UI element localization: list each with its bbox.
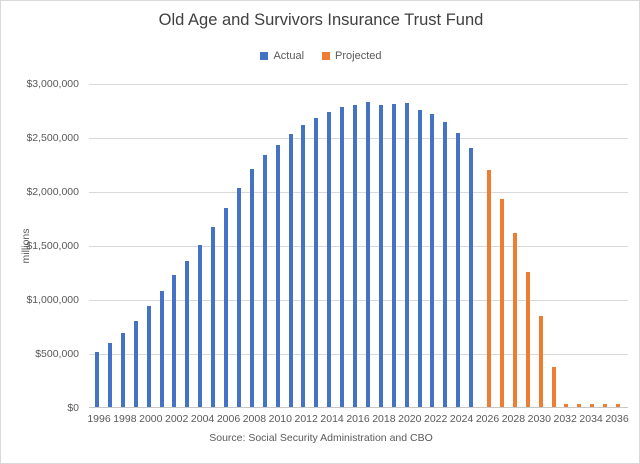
legend-item-projected: Projected [322,50,382,62]
x-tick-label: 2032 [553,413,577,425]
x-tick-label: 2012 [294,413,318,425]
x-tick-label: 2000 [139,413,163,425]
y-tick-label: $2,500,000 [26,132,79,144]
y-tick-label: $1,500,000 [26,240,79,252]
gridline [89,83,628,85]
actual-bar-2021 [417,109,422,407]
actual-bar-2011 [288,134,293,407]
x-tick-label: 2022 [424,413,448,425]
projected-bar-2034 [590,403,595,407]
actual-bar-2024 [456,132,461,407]
x-tick-label: 2004 [190,413,215,425]
projected-bar-2028 [512,232,517,407]
actual-bar-2000 [146,306,151,407]
y-tick-label: $3,000,000 [26,78,79,90]
projected-bar-2029 [525,272,530,407]
y-tick-label: $1,000,000 [26,294,79,306]
actual-bar-2010 [275,144,280,407]
actual-bar-2003 [185,260,190,407]
gridline [89,353,628,355]
x-tick-label: 2008 [242,413,267,425]
actual-bar-2014 [327,112,332,407]
legend: Actual Projected [1,50,640,62]
projected-series-swatch-icon [322,52,331,60]
x-tick-label: 2024 [449,413,474,425]
actual-bar-2001 [159,291,164,407]
actual-bar-2004 [198,244,203,407]
actual-bar-1999 [133,320,138,407]
x-tick-label: 2028 [501,413,526,425]
chart-title: Old Age and Survivors Insurance Trust Fu… [158,11,484,29]
x-tick-label: 2026 [475,413,500,425]
projected-bar-2033 [577,403,582,407]
projected-bar-2027 [499,198,504,407]
actual-bar-2016 [353,104,357,407]
actual-bar-2023 [443,121,448,407]
x-tick-label: 2020 [398,413,422,425]
legend-item-actual: Actual [260,50,304,62]
gridline [89,137,628,139]
source-note: Source: Social Security Administration a… [209,432,433,444]
projected-bar-2030 [538,316,543,407]
plot-area [89,83,628,408]
projected-bar-2026 [487,170,491,407]
projected-bar-2035 [603,403,608,407]
y-tick-label: $0 [67,402,79,414]
x-tick-label: 2010 [268,413,292,425]
x-tick-label: 2014 [320,413,344,425]
gridline [89,191,628,193]
actual-bar-2007 [236,188,241,407]
actual-bar-2015 [340,106,345,407]
actual-bar-1996 [95,351,99,407]
x-tick-label: 2018 [372,413,396,425]
projected-bar-2031 [551,367,556,407]
gridline [89,299,628,301]
actual-bar-2025 [469,147,474,407]
actual-bar-2022 [430,114,435,407]
actual-bar-1997 [107,343,112,407]
actual-bar-2002 [172,275,177,407]
actual-bar-1998 [120,333,125,407]
actual-bar-2006 [224,207,228,407]
actual-bar-2017 [365,102,370,407]
actual-bar-2008 [249,169,254,407]
x-tick-label: 2030 [527,413,551,425]
y-tick-label: $500,000 [35,348,79,360]
legend-label-actual: Actual [273,50,305,62]
projected-bar-2036 [616,403,620,407]
actual-bar-2018 [378,105,383,407]
actual-bar-2005 [211,227,216,407]
legend-label-projected: Projected [335,50,382,62]
y-tick-label: $2,000,000 [26,186,79,198]
actual-series-swatch-icon [260,52,269,60]
x-tick-label: 2002 [165,413,189,425]
gridline [89,245,628,247]
actual-bar-2009 [262,154,267,407]
actual-bar-2019 [391,104,396,407]
x-axis-line [89,407,628,408]
x-tick-label: 2006 [216,413,241,425]
x-tick-label: 2016 [346,413,370,425]
x-tick-label: 1998 [113,413,137,425]
x-tick-label: 1996 [87,413,111,425]
x-tick-label: 2036 [605,413,629,425]
projected-bar-2032 [564,403,569,407]
actual-bar-2013 [314,118,319,407]
actual-bar-2012 [301,125,306,407]
x-tick-label: 2034 [579,413,603,425]
actual-bar-2020 [404,103,409,407]
